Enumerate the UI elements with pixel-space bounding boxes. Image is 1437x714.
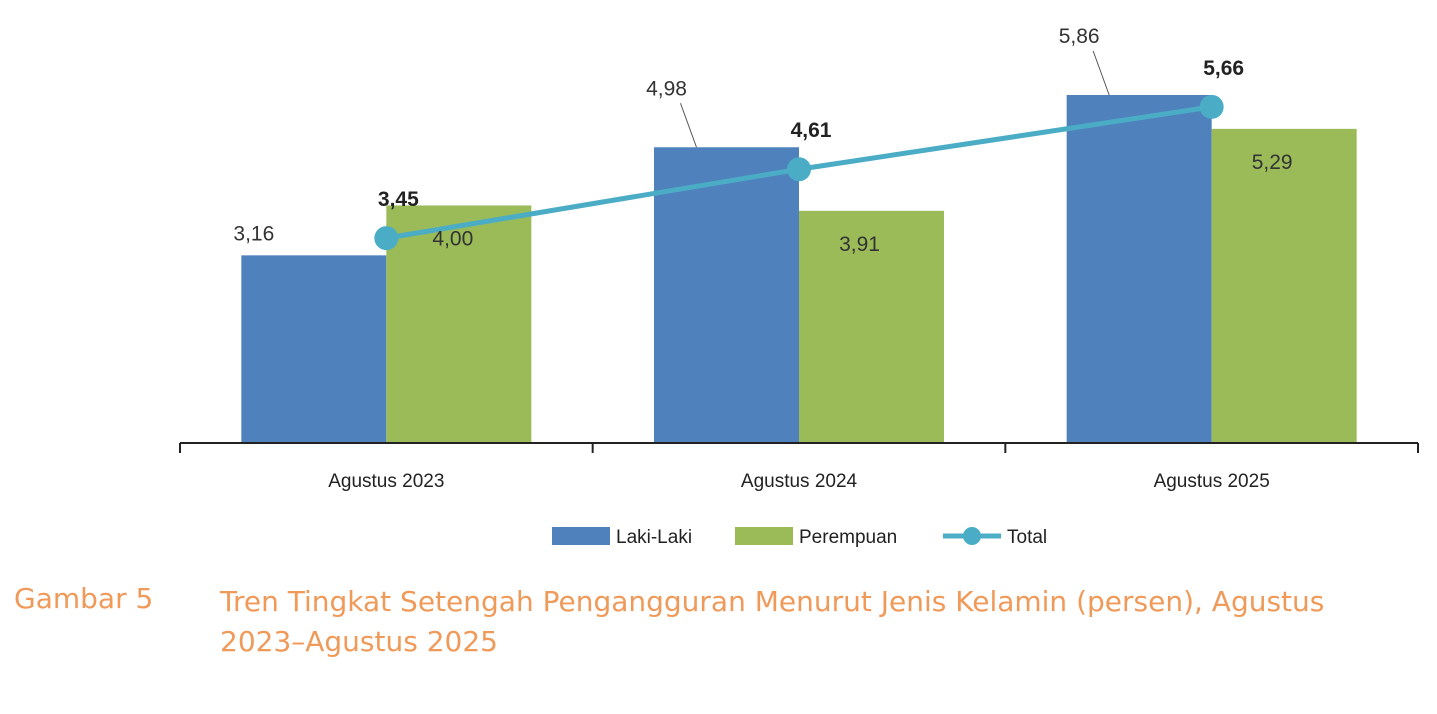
bars-layer bbox=[241, 95, 1357, 443]
total-point bbox=[1199, 94, 1224, 119]
bar-value-label: 4,00 bbox=[432, 227, 473, 250]
total-value-label: 4,61 bbox=[791, 119, 832, 142]
legend-label: Total bbox=[1007, 527, 1047, 548]
bar-laki-laki-1 bbox=[241, 255, 387, 443]
chart: Agustus 2023 Agustus 2024 Agustus 2025 3,4… bbox=[179, 25, 1419, 548]
leader-line bbox=[680, 103, 697, 148]
bar-value-label: 4,98 bbox=[646, 77, 687, 100]
x-tick-label: Agustus 2025 bbox=[1154, 471, 1270, 492]
x-tick-label: Agustus 2023 bbox=[328, 471, 444, 492]
total-value-label: 5,66 bbox=[1203, 57, 1244, 80]
caption-title: Tren Tingkat Setengah Pengangguran Menur… bbox=[220, 585, 1325, 658]
legend: Laki-Laki Perempuan Total bbox=[552, 527, 1047, 548]
total-line-layer: 3,45 4,61 5,66 bbox=[374, 57, 1244, 251]
data-labels-layer: 3,16 4,98 5,86 4,00 3,91 5,29 bbox=[233, 25, 1292, 256]
legend-swatch bbox=[552, 527, 610, 545]
leader-line bbox=[1092, 50, 1110, 96]
bar-value-label: 5,86 bbox=[1059, 25, 1100, 48]
legend-label: Perempuan bbox=[799, 527, 897, 548]
x-tick-label: Agustus 2024 bbox=[741, 471, 858, 492]
bar-value-label: 3,16 bbox=[233, 222, 274, 245]
bar-laki-laki-3 bbox=[1066, 95, 1212, 443]
legend-swatch bbox=[735, 527, 793, 545]
total-value-label: 3,45 bbox=[378, 188, 419, 211]
x-axis: Agustus 2023 Agustus 2024 Agustus 2025 bbox=[179, 442, 1419, 492]
caption-label: Gambar 5 bbox=[14, 582, 154, 615]
bar-perempuan-3 bbox=[1211, 128, 1357, 443]
bar-value-label: 3,91 bbox=[839, 233, 880, 256]
total-point bbox=[787, 157, 811, 182]
bar-laki-laki-2 bbox=[654, 147, 799, 443]
bar-perempuan-2 bbox=[799, 210, 944, 443]
legend-marker bbox=[963, 527, 981, 545]
legend-label: Laki-Laki bbox=[616, 527, 692, 548]
bar-value-label: 5,29 bbox=[1252, 151, 1293, 174]
total-point bbox=[374, 226, 399, 251]
bar-perempuan-1 bbox=[386, 205, 532, 443]
